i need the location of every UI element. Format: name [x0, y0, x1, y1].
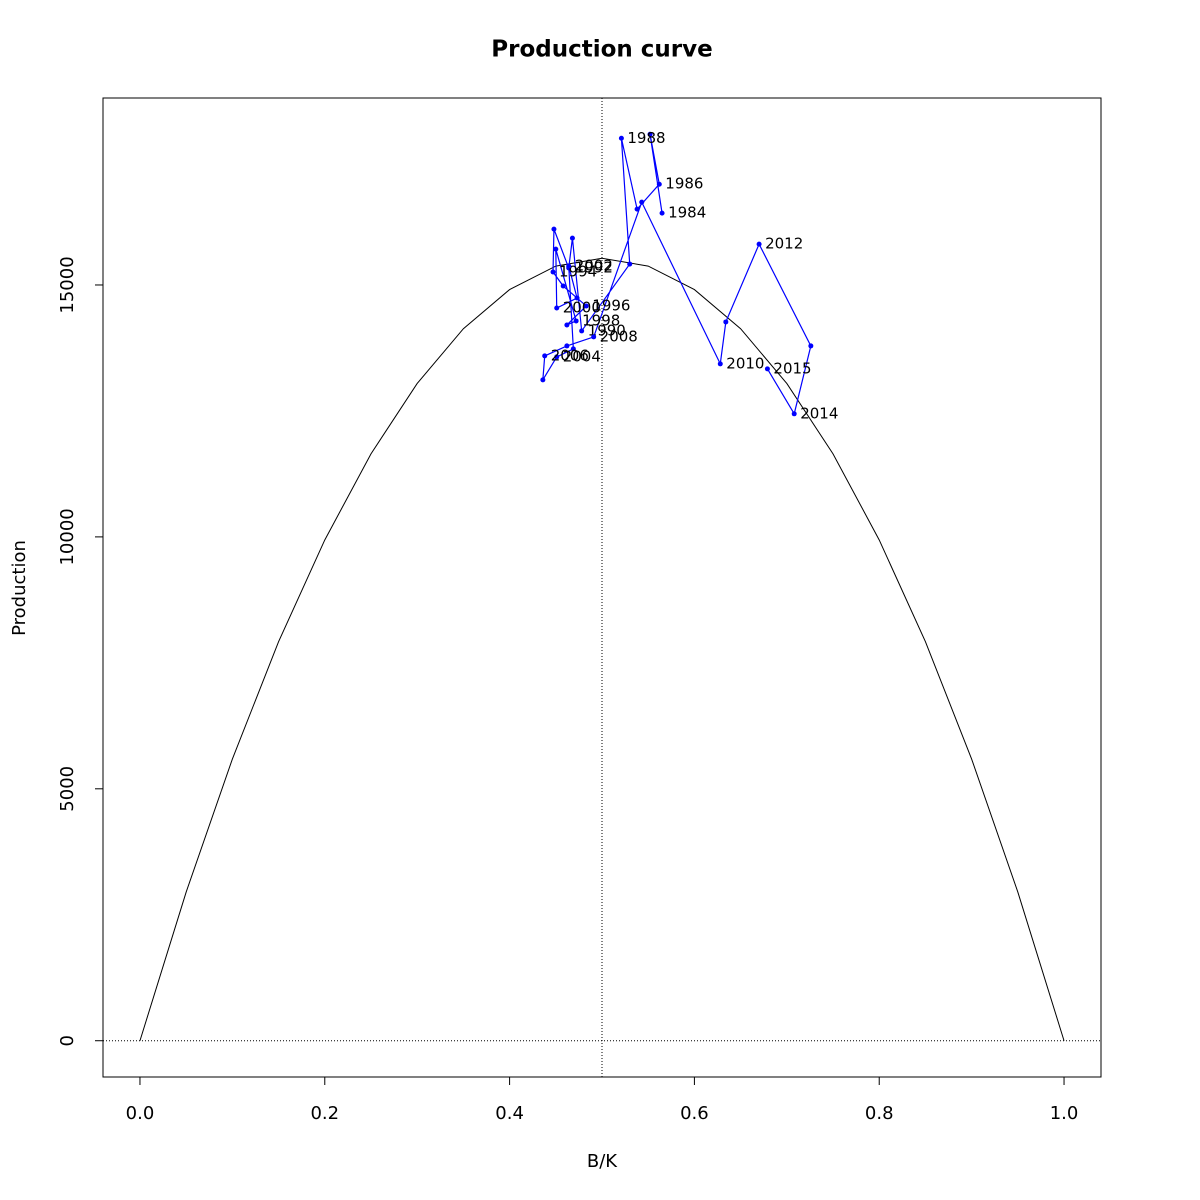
y-tick-label: 0	[57, 1035, 78, 1046]
x-tick-label: 0.0	[126, 1103, 155, 1124]
point-label: 2014	[800, 404, 838, 422]
y-tick-label: 5000	[57, 766, 78, 812]
trajectory-point	[583, 303, 589, 309]
point-label: 1992	[575, 259, 613, 277]
trajectory-point	[618, 135, 624, 141]
trajectory-point	[627, 261, 633, 267]
point-label: 2008	[600, 327, 638, 345]
trajectory-point	[554, 354, 560, 360]
y-tick-label: 10000	[57, 508, 78, 565]
point-label: 1984	[668, 204, 706, 222]
y-axis-title: Production	[9, 540, 30, 636]
trajectory-point	[656, 181, 662, 187]
x-tick-label: 0.2	[310, 1103, 339, 1124]
point-label: 2010	[726, 354, 764, 372]
trajectory-line	[542, 134, 812, 416]
trajectory-point	[553, 246, 559, 252]
trajectory-point	[591, 334, 597, 340]
production-curve	[139, 257, 1065, 1041]
trajectory-point	[764, 366, 770, 372]
trajectory-point	[554, 305, 560, 311]
point-label: 2012	[765, 235, 803, 253]
point-label: 2000	[563, 298, 601, 316]
trajectory-point	[573, 318, 579, 324]
trajectory-point	[542, 353, 548, 359]
x-tick-label: 1.0	[1050, 1103, 1079, 1124]
trajectory-point	[808, 343, 814, 349]
trajectory-point	[564, 322, 570, 328]
trajectory-point	[634, 206, 640, 212]
trajectory-point	[551, 226, 557, 232]
point-label: 2002	[575, 257, 613, 275]
point-label: 1986	[665, 175, 703, 193]
trajectory-point	[550, 269, 556, 275]
point-label: 1988	[627, 129, 665, 147]
trajectory-point	[756, 241, 762, 247]
trajectory-point	[639, 199, 645, 205]
x-tick-label: 0.8	[865, 1103, 894, 1124]
trajectory-point	[569, 235, 575, 241]
trajectory-point	[647, 131, 653, 137]
trajectory-point	[570, 346, 576, 352]
trajectory-point	[723, 319, 729, 325]
point-label: 1996	[592, 296, 630, 314]
trajectory-point	[717, 361, 723, 367]
point-label: 2004	[563, 347, 601, 365]
trajectory-point	[791, 411, 797, 417]
y-tick-label: 15000	[57, 256, 78, 313]
trajectory-point	[579, 328, 585, 334]
trajectory-point	[566, 263, 572, 269]
trajectory-point	[560, 283, 566, 289]
chart-title: Production curve	[491, 37, 712, 63]
point-label: 2015	[773, 359, 811, 377]
x-tick-label: 0.6	[680, 1103, 709, 1124]
x-axis-title: B/K	[587, 1151, 618, 1172]
trajectory-point	[659, 210, 665, 216]
x-tick-label: 0.4	[495, 1103, 524, 1124]
point-label: 1998	[582, 311, 620, 329]
point-label: 1990	[588, 321, 626, 339]
point-label: 2006	[551, 346, 589, 364]
trajectory-point	[564, 343, 570, 349]
trajectory-point	[574, 295, 580, 301]
trajectory-point	[540, 377, 546, 383]
